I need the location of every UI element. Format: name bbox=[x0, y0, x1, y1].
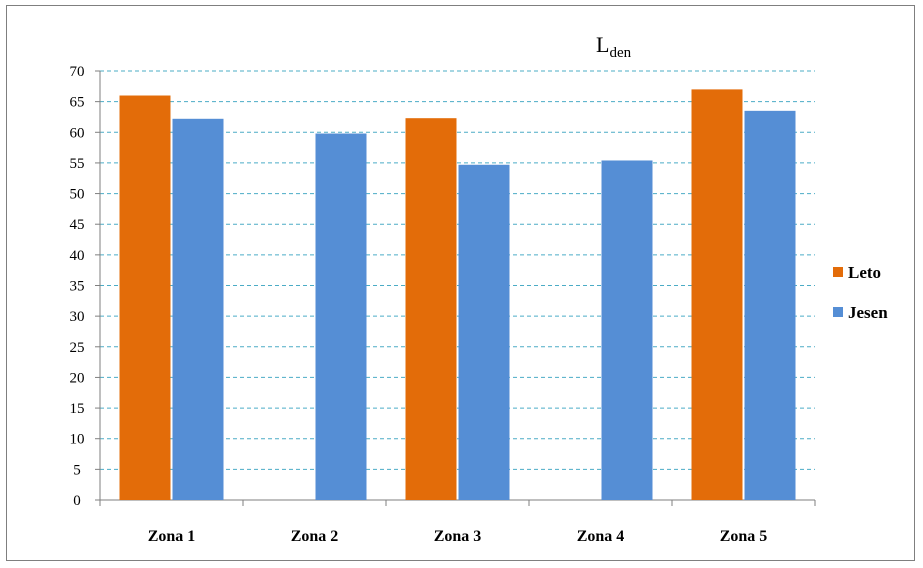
y-tick-label: 45 bbox=[70, 217, 85, 233]
x-tick-label: Zona 5 bbox=[720, 528, 768, 545]
x-tick-label: Zona 2 bbox=[291, 528, 339, 545]
chart-title-main: L bbox=[596, 32, 609, 57]
y-axis: 0 5 10 15 20 25 30 35 40 45 50 55 60 65 70 bbox=[70, 64, 101, 509]
bar-leto bbox=[120, 96, 171, 500]
x-axis: Zona 1 Zona 2 Zona 3 Zona 4 Zona 5 bbox=[100, 500, 815, 545]
bar-jesen bbox=[173, 119, 224, 500]
y-tick-label: 10 bbox=[70, 432, 85, 448]
legend-label: Jesen bbox=[848, 303, 888, 322]
y-tick-label: 30 bbox=[70, 309, 85, 325]
y-tick-label: 0 bbox=[73, 493, 81, 509]
bar-leto bbox=[406, 118, 457, 500]
x-tick-label: Zona 1 bbox=[148, 528, 196, 545]
legend: Leto Jesen bbox=[833, 263, 888, 322]
y-tick-label: 55 bbox=[70, 156, 85, 172]
legend-label: Leto bbox=[848, 263, 881, 282]
legend-swatch bbox=[833, 307, 843, 317]
y-tick-label: 70 bbox=[70, 64, 85, 80]
legend-swatch bbox=[833, 267, 843, 277]
y-tick-label: 35 bbox=[70, 279, 85, 295]
chart-title: Lden bbox=[596, 32, 632, 61]
bar-jesen bbox=[602, 160, 653, 500]
y-tick-label: 25 bbox=[70, 340, 85, 356]
y-tick-label: 40 bbox=[70, 248, 85, 264]
bar-jesen bbox=[316, 134, 367, 500]
chart-title-sub: den bbox=[609, 45, 631, 61]
bar-jesen bbox=[459, 165, 510, 500]
y-tick-label: 65 bbox=[70, 95, 85, 111]
y-tick-label: 5 bbox=[73, 462, 81, 478]
y-tick-label: 20 bbox=[70, 370, 85, 386]
y-tick-label: 15 bbox=[70, 401, 85, 417]
x-tick-label: Zona 4 bbox=[577, 528, 625, 545]
y-tick-label: 60 bbox=[70, 125, 85, 141]
bar-jesen bbox=[745, 111, 796, 500]
x-tick-label: Zona 3 bbox=[434, 528, 482, 545]
bar-leto bbox=[692, 89, 743, 500]
y-tick-label: 50 bbox=[70, 187, 85, 203]
